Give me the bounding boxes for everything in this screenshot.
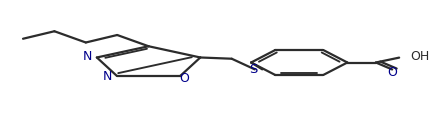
Text: S: S	[249, 64, 257, 76]
Text: OH: OH	[409, 50, 428, 64]
Text: N: N	[102, 70, 112, 83]
Text: N: N	[83, 50, 92, 63]
Text: O: O	[386, 66, 396, 79]
Text: O: O	[178, 72, 188, 85]
